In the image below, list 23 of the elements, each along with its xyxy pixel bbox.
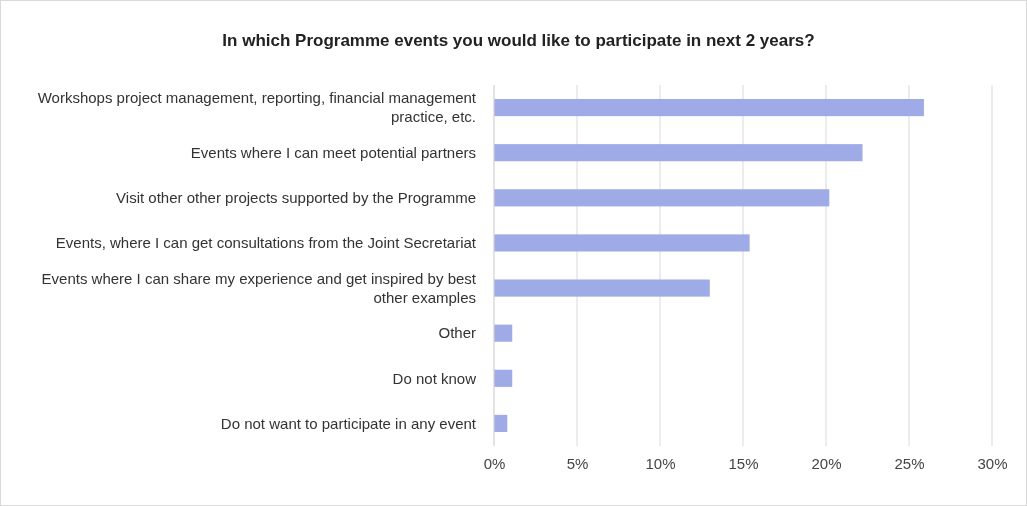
y-tick-label: Events where I can meet potential partners xyxy=(190,143,476,161)
chart-title: In which Programme events you would like to participate in next 2 years? xyxy=(222,31,815,50)
bar xyxy=(494,279,710,297)
x-tick-label: 5% xyxy=(566,454,589,472)
x-tick-label: 0% xyxy=(483,454,506,472)
y-tick-label: Do not want to participate in any event xyxy=(220,414,477,432)
x-tick-label: 20% xyxy=(811,454,842,472)
x-tick-label: 15% xyxy=(728,454,759,472)
x-tick-label: 10% xyxy=(645,454,676,472)
x-tick-label: 25% xyxy=(894,454,925,472)
bar xyxy=(494,324,513,342)
y-tick-label: Workshops project management, reporting, financial management practice, etc. xyxy=(37,89,477,126)
y-tick-label: Visit other other projects supported by the Programme xyxy=(116,189,476,207)
y-tick-label: Events where I can share my experience and get inspired by best other examples xyxy=(41,269,477,306)
bar xyxy=(494,234,750,252)
bar xyxy=(494,369,513,387)
bar xyxy=(494,98,924,117)
bar xyxy=(494,189,830,207)
y-tick-label: Do not know xyxy=(392,369,477,387)
bar xyxy=(494,144,863,162)
y-tick-label: Other xyxy=(438,324,476,342)
x-tick-label: 30% xyxy=(977,454,1008,472)
y-tick-label: Events, where I can get consultations from the Joint Secretariat xyxy=(55,234,477,252)
